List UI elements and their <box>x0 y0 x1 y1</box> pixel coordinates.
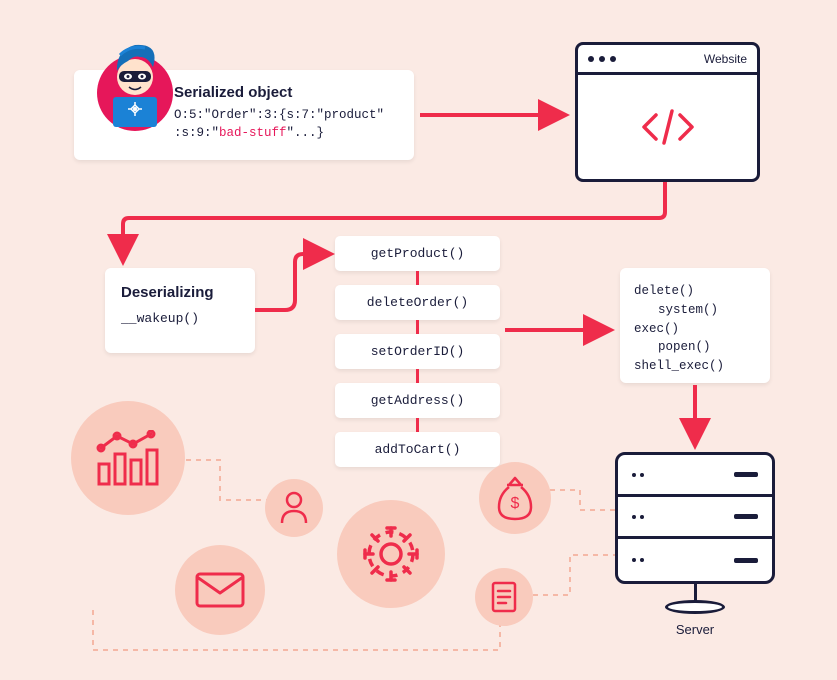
server-label: Server <box>615 622 775 637</box>
serialized-code: O:5:"Order":3:{s:7:"product" :s:9:"bad-s… <box>174 107 396 142</box>
deserializing-box: Deserializing __wakeup() <box>105 268 255 353</box>
gear-icon <box>337 500 445 608</box>
mail-icon <box>175 545 265 635</box>
user-icon <box>265 479 323 537</box>
arrow-deserialize-to-methods <box>255 240 340 320</box>
browser-bar: Website <box>578 45 757 75</box>
method-item: getAddress() <box>335 383 500 418</box>
money-bag-icon: $ <box>479 462 551 534</box>
arrow-payload-to-website <box>420 100 575 130</box>
deserializing-title: Deserializing <box>121 284 239 301</box>
method-item: setOrderID() <box>335 334 500 369</box>
call-line: system() <box>634 301 756 320</box>
hacker-avatar <box>90 35 180 135</box>
browser-label: Website <box>704 52 747 66</box>
svg-text:$: $ <box>511 495 520 512</box>
method-item: getProduct() <box>335 236 500 271</box>
method-item: addToCart() <box>335 432 500 467</box>
methods-column: getProduct() deleteOrder() setOrderID() … <box>335 236 500 467</box>
chart-icon <box>71 401 185 515</box>
document-icon <box>475 568 533 626</box>
arrow-methods-to-calls <box>505 315 620 345</box>
call-line: popen() <box>634 338 756 357</box>
dangerous-calls-box: delete() system() exec() popen() shell_e… <box>620 268 770 383</box>
call-line: delete() <box>634 282 756 301</box>
method-item: deleteOrder() <box>335 285 500 320</box>
browser-body <box>578 75 757 179</box>
call-line: exec() <box>634 320 756 339</box>
deserializing-method: __wakeup() <box>121 311 239 326</box>
website-browser: Website <box>575 42 760 182</box>
serialized-title: Serialized object <box>174 84 396 101</box>
server-icon: Server <box>615 452 775 637</box>
arrow-calls-to-server <box>680 385 710 455</box>
call-line: shell_exec() <box>634 357 756 376</box>
